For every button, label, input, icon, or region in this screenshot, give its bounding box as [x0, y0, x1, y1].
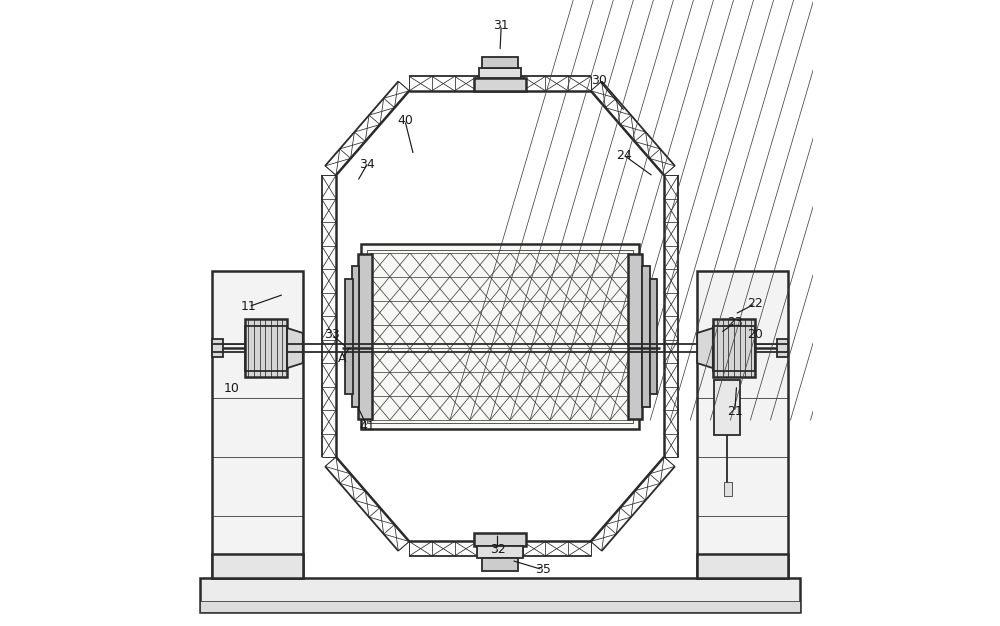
Polygon shape: [287, 328, 303, 368]
Bar: [212, 271, 303, 578]
Text: 11: 11: [240, 300, 256, 313]
Bar: [479, 68, 521, 78]
Bar: [650, 279, 657, 394]
Bar: [200, 601, 800, 612]
Text: 41: 41: [359, 421, 375, 433]
Text: 34: 34: [359, 158, 375, 170]
Bar: [482, 558, 518, 571]
Bar: [482, 57, 518, 68]
Bar: [714, 380, 740, 435]
Text: 32: 32: [490, 543, 505, 556]
Text: 20: 20: [747, 329, 763, 341]
Text: 10: 10: [224, 382, 240, 394]
Bar: [367, 250, 633, 423]
Text: 31: 31: [493, 19, 509, 31]
Bar: [474, 533, 526, 546]
Bar: [724, 482, 732, 496]
Text: 24: 24: [616, 149, 632, 162]
Bar: [713, 326, 755, 371]
Bar: [200, 578, 800, 612]
Bar: [474, 78, 526, 91]
Text: 22: 22: [748, 297, 763, 310]
Bar: [642, 266, 650, 407]
Bar: [245, 319, 287, 377]
Text: 35: 35: [535, 563, 551, 576]
Bar: [352, 266, 359, 407]
Bar: [361, 244, 639, 429]
Text: A: A: [338, 352, 346, 364]
Bar: [697, 271, 788, 578]
Bar: [345, 279, 353, 394]
Bar: [628, 254, 642, 419]
Bar: [358, 254, 372, 419]
Bar: [697, 554, 788, 578]
Bar: [477, 546, 523, 558]
Text: 21: 21: [727, 406, 743, 418]
Bar: [361, 244, 639, 429]
Bar: [777, 339, 788, 357]
Text: 40: 40: [397, 114, 413, 126]
Bar: [212, 554, 303, 578]
Text: 23: 23: [728, 316, 743, 329]
Bar: [212, 339, 223, 357]
Bar: [245, 326, 287, 371]
Text: 33: 33: [324, 329, 340, 341]
Bar: [713, 319, 755, 377]
Text: 30: 30: [591, 74, 607, 86]
Polygon shape: [697, 328, 713, 368]
